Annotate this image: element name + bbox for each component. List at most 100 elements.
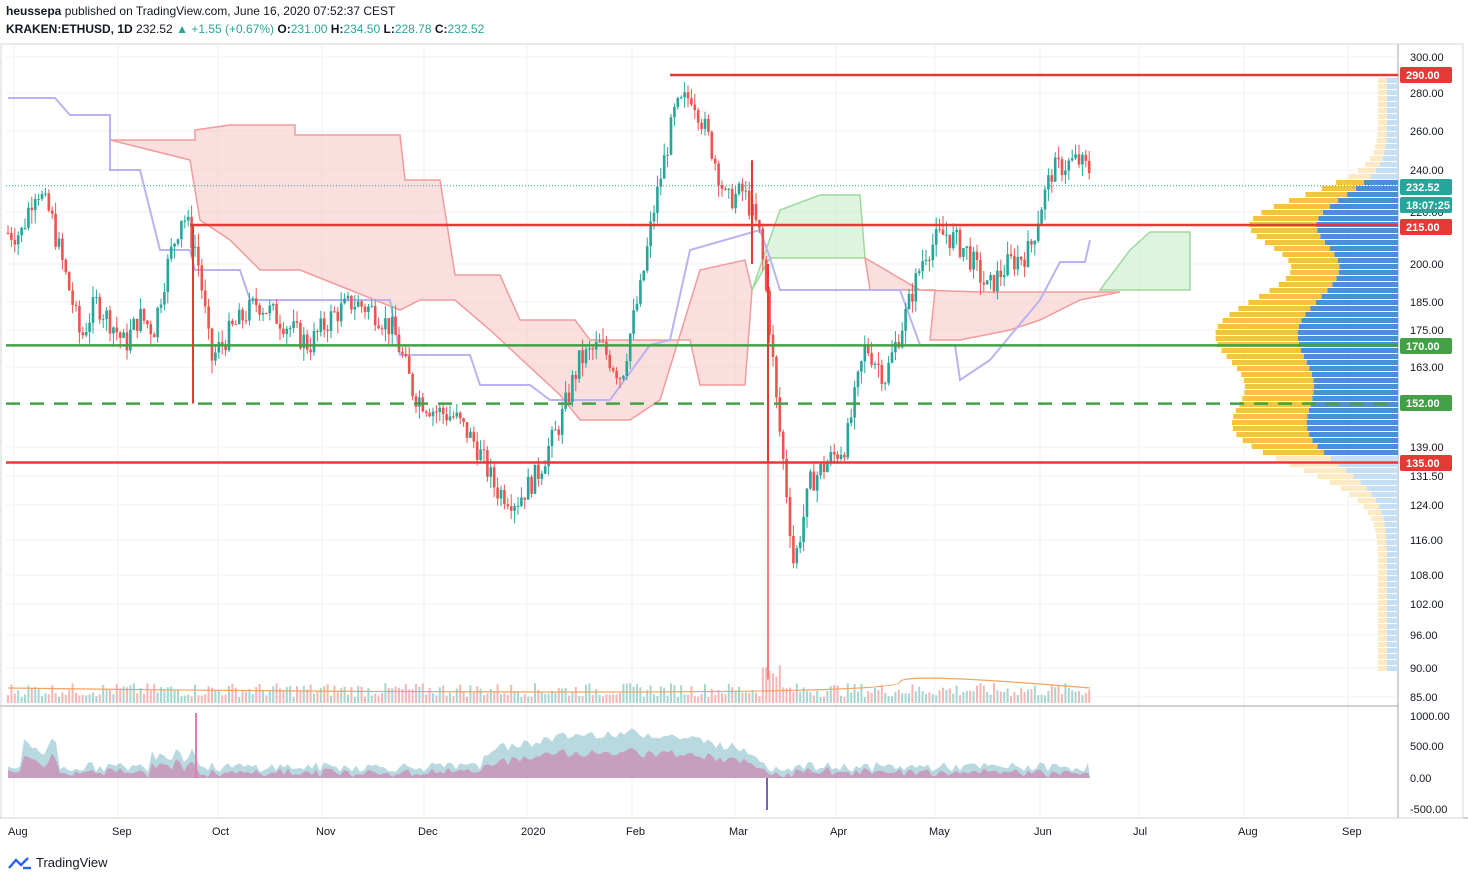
volume-bar <box>561 688 564 703</box>
vp-bar-down <box>1367 510 1382 515</box>
symbol-name[interactable]: KRAKEN:ETHUSD, 1D <box>6 22 133 36</box>
candle-body <box>945 234 948 236</box>
vp-bar-down <box>1378 636 1387 641</box>
volume-bar <box>591 694 594 703</box>
volume-bar <box>520 696 523 703</box>
vp-bar-down <box>1262 450 1324 455</box>
candle-body <box>261 312 265 315</box>
volume-bar <box>282 690 285 703</box>
candle-body <box>207 306 210 329</box>
candle-body <box>530 476 533 494</box>
volume-bar <box>374 693 377 703</box>
tradingview-logo[interactable]: TradingView <box>8 855 108 870</box>
candle-body <box>720 185 724 189</box>
candle-body <box>526 476 530 500</box>
volume-bar <box>61 692 64 703</box>
volume-bar <box>78 695 81 703</box>
chart-canvas[interactable]: 300.00280.00260.00240.00220.00200.00185.… <box>0 0 1468 850</box>
vp-bar-up <box>1378 504 1398 509</box>
volume-bar <box>935 695 938 703</box>
candle-body <box>727 188 731 190</box>
volume-bar <box>442 685 445 703</box>
price-tick-label: 90.00 <box>1410 663 1438 675</box>
price-tick-label: 139.00 <box>1410 442 1444 454</box>
vp-bar-down <box>1377 618 1387 623</box>
candle-body <box>271 304 275 306</box>
candle-body <box>523 497 527 500</box>
candle-body <box>822 463 826 473</box>
volume-bar <box>829 685 832 703</box>
candle-body <box>1077 154 1081 165</box>
price-tick-label: 96.00 <box>1410 630 1438 642</box>
volume-bar <box>928 692 931 703</box>
vp-bar-up <box>1386 600 1398 605</box>
candle-body <box>656 186 659 213</box>
volume-bar <box>530 696 533 703</box>
vp-bar-down <box>1259 294 1322 299</box>
candle-body <box>696 110 700 123</box>
candle-body <box>363 306 367 313</box>
volume-bar <box>24 694 26 703</box>
candle-body <box>700 122 703 129</box>
vp-bar-up <box>1382 156 1398 161</box>
volume-bar <box>153 683 156 703</box>
candle-body <box>999 270 1003 278</box>
candle-body <box>20 227 23 236</box>
volume-bar <box>194 684 196 703</box>
volume-bar <box>819 696 822 703</box>
volume-bar <box>755 692 757 703</box>
volume-bar <box>64 694 67 703</box>
candle-body <box>744 190 748 192</box>
vp-bar-up <box>1317 228 1398 233</box>
volume-bar <box>1050 684 1053 703</box>
candle-body <box>873 363 877 365</box>
volume-bar <box>806 691 808 703</box>
candle-body <box>785 458 788 498</box>
volume-bar <box>272 686 275 703</box>
volume-bar <box>211 687 213 703</box>
candle-body <box>418 397 421 407</box>
candle-body <box>564 392 567 409</box>
volume-bar <box>333 685 336 703</box>
candle-body <box>88 322 91 333</box>
volume-bar <box>547 693 550 703</box>
time-tick-label: Jun <box>1034 826 1052 838</box>
vp-bar-down <box>1378 630 1387 635</box>
time-tick-label: Dec <box>418 826 438 838</box>
vp-bar-up <box>1381 510 1398 515</box>
candle-body <box>975 251 979 261</box>
vp-bar-down <box>1377 108 1387 113</box>
candle-body <box>445 414 448 421</box>
vp-bar-down <box>1377 120 1387 125</box>
vp-bar-up <box>1386 96 1398 101</box>
candle-body <box>679 97 683 99</box>
volume-bar <box>666 695 669 703</box>
candle-body <box>938 229 941 231</box>
volume-bar <box>398 687 400 703</box>
vp-bar-up <box>1386 534 1398 539</box>
volume-bar <box>241 690 244 703</box>
price-change: +1.55 (+0.67%) <box>191 22 275 36</box>
vp-bar-up <box>1386 588 1398 593</box>
vp-bar-down <box>1340 486 1367 491</box>
volume-bar <box>347 694 349 703</box>
vp-bar-up <box>1306 420 1398 425</box>
tradingview-icon <box>8 856 31 869</box>
volume-bar <box>1044 695 1046 703</box>
vp-bar-down <box>1232 426 1308 431</box>
volume-bar <box>391 688 394 703</box>
candle-body <box>996 270 999 292</box>
candle-body <box>146 320 149 325</box>
author-name[interactable]: heussepa <box>6 4 62 18</box>
volume-bar <box>411 689 414 703</box>
candle-body <box>625 361 629 376</box>
price-tick-label: 175.00 <box>1410 325 1444 337</box>
candle-body <box>1036 223 1040 241</box>
candle-body <box>673 106 676 118</box>
price-tick-label: 131.50 <box>1410 471 1444 483</box>
volume-bar <box>360 686 363 703</box>
volume-bar <box>632 686 635 703</box>
volume-bar <box>693 696 696 703</box>
volume-bar <box>986 691 989 703</box>
volume-bar <box>778 665 781 703</box>
